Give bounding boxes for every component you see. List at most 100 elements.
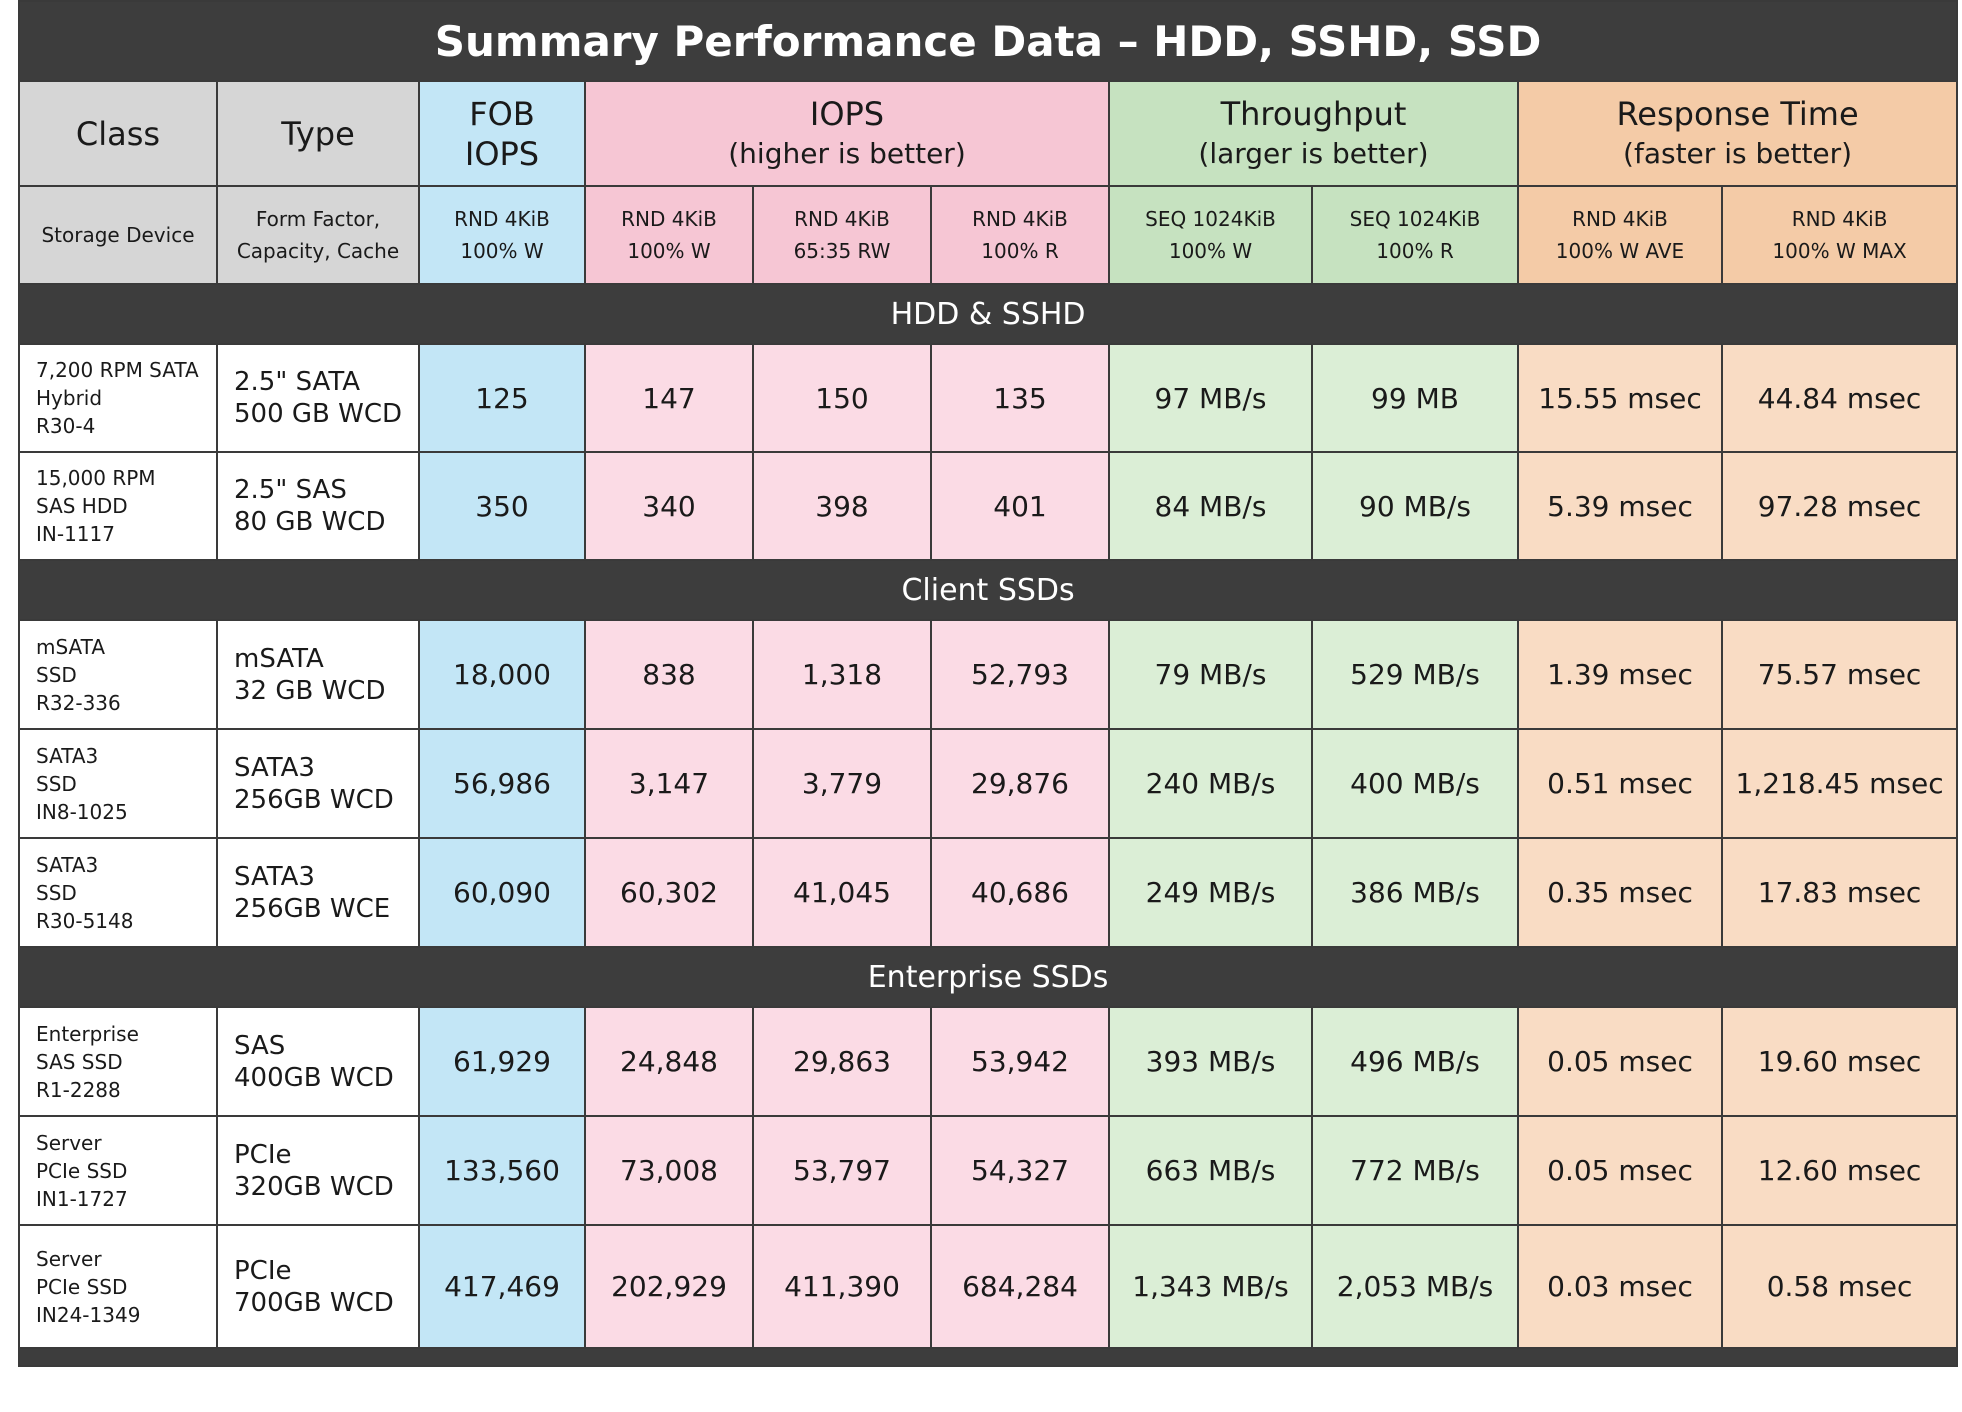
value-cell: 61,929 bbox=[418, 1006, 586, 1117]
device-type-line: SAS bbox=[234, 1030, 286, 1061]
value-cell: 398 bbox=[752, 451, 932, 561]
device-class-line: SATA3 bbox=[36, 743, 99, 768]
value-cell: 99 MB bbox=[1311, 343, 1519, 453]
value-cell: 3,779 bbox=[752, 728, 932, 839]
value-cell: 0.05 msec bbox=[1517, 1006, 1723, 1117]
device-type-line: 400GB WCD bbox=[234, 1062, 394, 1093]
value-cell: 150 bbox=[752, 343, 932, 453]
device-type-line: 32 GB WCD bbox=[234, 675, 386, 706]
table-row: 7,200 RPM SATA Hybrid R30-4 2.5" SATA 500 GB… bbox=[18, 343, 1959, 453]
subheader-storage-device: Storage Device bbox=[18, 185, 218, 285]
device-class-cell: SATA3 SSD R30-5148 bbox=[18, 837, 218, 948]
device-class-line: SSD bbox=[36, 880, 77, 905]
value-cell: 772 MB/s bbox=[1311, 1115, 1519, 1226]
device-class-line: R30-4 bbox=[36, 414, 96, 438]
value-cell: 1,343 MB/s bbox=[1108, 1224, 1313, 1349]
device-type-line: mSATA bbox=[234, 643, 324, 674]
device-type-line: 2.5" SAS bbox=[234, 475, 347, 505]
value-cell: 350 bbox=[418, 451, 586, 561]
device-class-line: SAS SSD bbox=[36, 1049, 123, 1074]
device-class-line: R32-336 bbox=[36, 690, 121, 715]
value-cell: 53,942 bbox=[930, 1006, 1110, 1117]
value-cell: 97.28 msec bbox=[1720, 451, 1959, 561]
device-type-line: 700GB WCD bbox=[234, 1287, 394, 1318]
header-iops: IOPS (higher is better) bbox=[584, 80, 1110, 187]
device-type-line: 256GB WCD bbox=[234, 784, 394, 815]
device-class-cell: Enterprise SAS SSD R1-2288 bbox=[18, 1006, 218, 1117]
value-cell: 12.60 msec bbox=[1720, 1115, 1959, 1226]
device-type-cell: PCIe 700GB WCD bbox=[216, 1224, 420, 1349]
value-cell: 1,218.45 msec bbox=[1720, 728, 1959, 839]
table-row: SATA3 SSD R30-5148 SATA3 256GB WCE 60,090 60,3… bbox=[18, 837, 1959, 948]
device-type-line: 500 GB WCD bbox=[234, 399, 403, 429]
device-type-cell: SATA3 256GB WCD bbox=[216, 728, 420, 839]
section-header: Enterprise SSDs bbox=[17, 946, 1959, 1008]
value-cell: 75.57 msec bbox=[1720, 619, 1959, 730]
table-title: Summary Performance Data – HDD, SSHD, SS… bbox=[17, 0, 1959, 82]
value-cell: 386 MB/s bbox=[1311, 837, 1519, 948]
device-class-line: PCIe SSD bbox=[36, 1274, 128, 1299]
device-type-line: SATA3 bbox=[234, 752, 315, 783]
device-type-cell: PCIe 320GB WCD bbox=[216, 1115, 420, 1226]
device-type-line: 2.5" SATA bbox=[234, 367, 360, 397]
value-cell: 147 bbox=[584, 343, 754, 453]
value-cell: 90 MB/s bbox=[1311, 451, 1519, 561]
device-class-line: Server bbox=[36, 1246, 102, 1271]
value-cell: 56,986 bbox=[418, 728, 586, 839]
value-cell: 0.35 msec bbox=[1517, 837, 1723, 948]
value-cell: 79 MB/s bbox=[1108, 619, 1313, 730]
value-cell: 393 MB/s bbox=[1108, 1006, 1313, 1117]
device-type-cell: SATA3 256GB WCE bbox=[216, 837, 420, 948]
device-class-line: IN24-1349 bbox=[36, 1302, 141, 1327]
value-cell: 52,793 bbox=[930, 619, 1110, 730]
subheader-col-1: RND 4KiB 100% W bbox=[418, 185, 586, 285]
value-cell: 17.83 msec bbox=[1720, 837, 1959, 948]
table-footer-bar bbox=[17, 1347, 1959, 1367]
device-type-cell: mSATA 32 GB WCD bbox=[216, 619, 420, 730]
section-header: HDD & SSHD bbox=[17, 283, 1959, 345]
device-type-line: SATA3 bbox=[234, 861, 315, 892]
device-class-line: IN-1117 bbox=[36, 522, 115, 546]
value-cell: 54,327 bbox=[930, 1115, 1110, 1226]
value-cell: 202,929 bbox=[584, 1224, 754, 1349]
device-class-line: SSD bbox=[36, 662, 77, 687]
device-class-line: Enterprise bbox=[36, 1021, 139, 1046]
device-class-line: SAS HDD bbox=[36, 494, 128, 518]
value-cell: 60,090 bbox=[418, 837, 586, 948]
value-cell: 684,284 bbox=[930, 1224, 1110, 1349]
value-cell: 401 bbox=[930, 451, 1110, 561]
value-cell: 19.60 msec bbox=[1720, 1006, 1959, 1117]
value-cell: 0.58 msec bbox=[1720, 1224, 1959, 1349]
value-cell: 417,469 bbox=[418, 1224, 586, 1349]
value-cell: 73,008 bbox=[584, 1115, 754, 1226]
header-class: Class bbox=[18, 80, 218, 187]
value-cell: 44.84 msec bbox=[1720, 343, 1959, 453]
value-cell: 15.55 msec bbox=[1517, 343, 1723, 453]
device-class-line: Server bbox=[36, 1130, 102, 1155]
value-cell: 125 bbox=[418, 343, 586, 453]
device-type-cell: 2.5" SATA 500 GB WCD bbox=[216, 343, 420, 453]
value-cell: 838 bbox=[584, 619, 754, 730]
table-row: SATA3 SSD IN8-1025 SATA3 256GB WCD 56,986 3,14… bbox=[18, 728, 1959, 839]
value-cell: 1.39 msec bbox=[1517, 619, 1723, 730]
device-class-line: R1-2288 bbox=[36, 1077, 121, 1102]
subheader-col-7: RND 4KiB 100% W AVE bbox=[1517, 185, 1723, 285]
value-cell: 0.51 msec bbox=[1517, 728, 1723, 839]
device-class-line: 7,200 RPM SATA bbox=[36, 358, 199, 382]
device-class-cell: Server PCIe SSD IN24-1349 bbox=[18, 1224, 218, 1349]
value-cell: 240 MB/s bbox=[1108, 728, 1313, 839]
value-cell: 41,045 bbox=[752, 837, 932, 948]
value-cell: 400 MB/s bbox=[1311, 728, 1519, 839]
device-class-cell: mSATA SSD R32-336 bbox=[18, 619, 218, 730]
subheader-form-factor: Form Factor, Capacity, Cache bbox=[216, 185, 420, 285]
value-cell: 84 MB/s bbox=[1108, 451, 1313, 561]
device-type-line: PCIe bbox=[234, 1139, 292, 1170]
value-cell: 29,876 bbox=[930, 728, 1110, 839]
value-cell: 40,686 bbox=[930, 837, 1110, 948]
value-cell: 24,848 bbox=[584, 1006, 754, 1117]
device-type-cell: 2.5" SAS 80 GB WCD bbox=[216, 451, 420, 561]
value-cell: 496 MB/s bbox=[1311, 1006, 1519, 1117]
value-cell: 1,318 bbox=[752, 619, 932, 730]
header-fob-iops: FOB IOPS bbox=[418, 80, 586, 187]
device-class-line: IN1-1727 bbox=[36, 1186, 128, 1211]
